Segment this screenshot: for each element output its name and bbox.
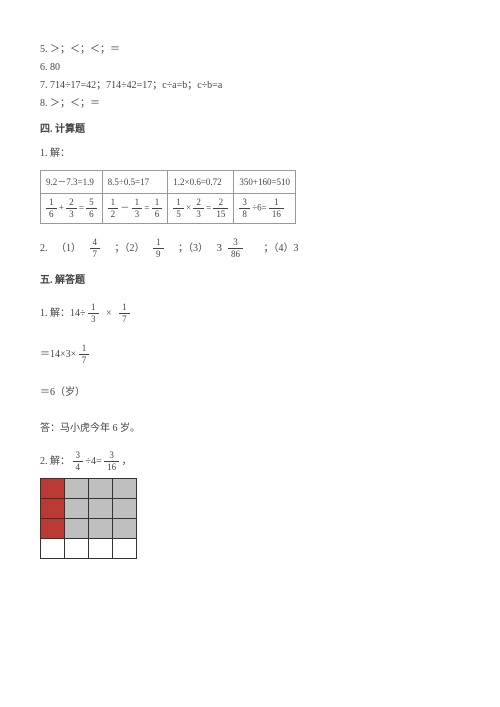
table-row: 16 + 23 = 56 12 － 13 = 16 15 × 23 = 215 … [41, 194, 296, 224]
grid-cell [41, 519, 65, 539]
fraction-grid [40, 478, 460, 559]
grid-cell [89, 519, 113, 539]
cell-r2c3: 15 × 23 = 215 [168, 194, 234, 224]
sec5-q2: 2. 解： 34 ÷4= 316 ， [40, 451, 460, 559]
cell-r2c1: 16 + 23 = 56 [41, 194, 103, 224]
answer-line-6: 6. 80 [40, 60, 460, 76]
grid-cell [65, 539, 89, 559]
answer-line-5: 5. ＞；＜；＜；＝ [40, 42, 460, 58]
sec5-q1: 1. 解：14÷ 13 × 17 ＝14×3× 17 ＝6（岁） 答：马小虎今年… [40, 303, 460, 437]
cell-r1c3: 1.2×0.6=0.72 [168, 171, 234, 194]
q1-label: 1. 解： [40, 146, 460, 162]
grid-cell [65, 519, 89, 539]
grid-cell [89, 539, 113, 559]
grid-cell [89, 499, 113, 519]
answer-text: 答：马小虎今年 6 岁。 [40, 421, 460, 437]
grid-cell [41, 499, 65, 519]
q2-line: 2. （1） 47 ；（2） 19 ；（3） 3386 ；（4）3 [40, 238, 460, 259]
grid-cell [113, 539, 137, 559]
grid-cell [41, 539, 65, 559]
cell-r1c4: 350+160=510 [234, 171, 296, 194]
grid-cell [113, 499, 137, 519]
cell-r2c4: 38 ÷6= 116 [234, 194, 296, 224]
grid-cell [113, 479, 137, 499]
grid-cell [65, 479, 89, 499]
cell-r2c2: 12 － 13 = 16 [102, 194, 168, 224]
section-5-title: 五. 解答题 [40, 273, 460, 289]
cell-r1c1: 9.2－7.3=1.9 [41, 171, 103, 194]
section-4-title: 四. 计算题 [40, 122, 460, 138]
grid-cell [113, 519, 137, 539]
cell-r1c2: 8.5÷0.5=17 [102, 171, 168, 194]
table-row: 9.2－7.3=1.9 8.5÷0.5=17 1.2×0.6=0.72 350+… [41, 171, 296, 194]
grid-cell [65, 499, 89, 519]
answer-line-7: 7. 714÷17=42；714÷42=17；c÷a=b；c÷b=a [40, 78, 460, 94]
grid-cell [89, 479, 113, 499]
answer-line-8: 8. ＞；＜；＝ [40, 96, 460, 112]
grid-cell [41, 479, 65, 499]
calc-table: 9.2－7.3=1.9 8.5÷0.5=17 1.2×0.6=0.72 350+… [40, 170, 296, 224]
